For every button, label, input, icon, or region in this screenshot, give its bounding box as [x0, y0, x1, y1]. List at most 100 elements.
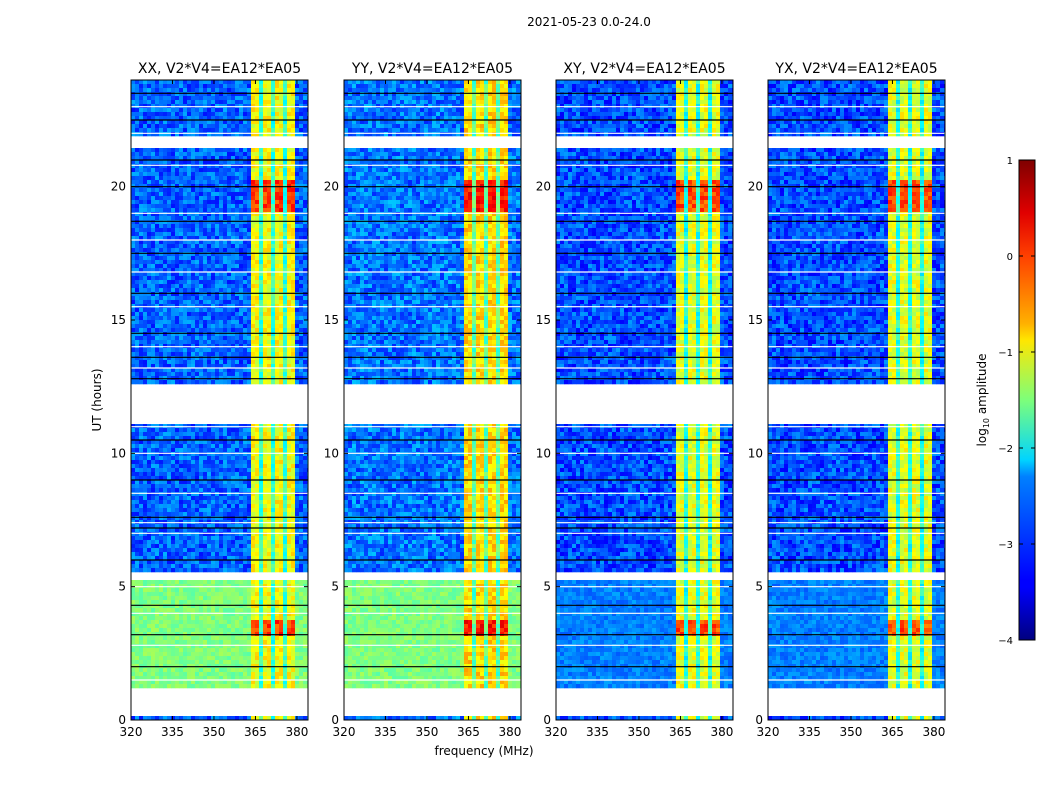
heatmap-cell — [167, 476, 172, 481]
heatmap-cell — [271, 152, 276, 157]
heatmap-cell — [147, 340, 152, 345]
heatmap-cell — [199, 288, 204, 293]
heatmap-cell — [211, 540, 216, 545]
heatmap-cell — [171, 380, 176, 385]
heatmap-cell — [199, 340, 204, 345]
heatmap-cell — [187, 480, 192, 485]
heatmap-cell — [243, 500, 248, 505]
heatmap-cell — [135, 296, 140, 301]
heatmap-cell — [179, 500, 184, 505]
heatmap-cell — [243, 200, 248, 205]
heatmap-cell — [263, 124, 268, 129]
heatmap-cell — [219, 532, 224, 537]
heatmap-cell — [155, 296, 160, 301]
heatmap-cell — [271, 564, 276, 569]
heatmap-cell — [159, 500, 164, 505]
heatmap-cell — [159, 284, 164, 289]
heatmap-cell — [287, 488, 292, 493]
heatmap-cell — [187, 300, 192, 305]
heatmap-cell — [207, 360, 212, 365]
heatmap-cell — [243, 192, 248, 197]
heatmap-cell — [271, 284, 276, 289]
heatmap-cell — [259, 228, 264, 233]
heatmap-cell — [199, 380, 204, 385]
heatmap-cell — [175, 336, 180, 341]
heatmap-cell — [135, 536, 140, 541]
heatmap-cell — [255, 120, 260, 125]
heatmap-cell — [271, 328, 276, 333]
heatmap-cell — [255, 196, 260, 201]
heatmap-cell — [243, 208, 248, 213]
heatmap-cell — [183, 180, 188, 185]
heatmap-cell — [211, 208, 216, 213]
heatmap-cell — [171, 332, 176, 337]
heatmap-cell — [147, 284, 152, 289]
heatmap-cell — [135, 528, 140, 533]
heatmap-cell — [275, 272, 280, 277]
heatmap-cell — [179, 84, 184, 89]
heatmap-cell — [163, 288, 168, 293]
heatmap-cell — [211, 516, 216, 521]
heatmap-cell — [291, 272, 296, 277]
heatmap-cell — [247, 524, 252, 529]
heatmap-cell — [271, 264, 276, 269]
heatmap-cell — [143, 92, 148, 97]
heatmap-cell — [223, 472, 228, 477]
heatmap-cell — [295, 360, 300, 365]
heatmap-cell — [151, 320, 156, 325]
heatmap-cell — [175, 116, 180, 121]
heatmap-cell — [231, 496, 236, 501]
heatmap-cell — [131, 352, 136, 357]
heatmap-cell — [275, 196, 280, 201]
heatmap-cell — [147, 192, 152, 197]
heatmap-cell — [159, 256, 164, 261]
heatmap-cell — [195, 188, 200, 193]
heatmap-cell — [275, 568, 280, 573]
heatmap-cell — [259, 368, 264, 373]
heatmap-cell — [223, 364, 228, 369]
heatmap-cell — [259, 544, 264, 549]
heatmap-cell — [235, 252, 240, 257]
heatmap-cell — [247, 496, 252, 501]
heatmap-cell — [279, 180, 284, 185]
heatmap-cell — [215, 372, 220, 377]
heatmap-cell — [259, 364, 264, 369]
heatmap-cell — [291, 372, 296, 377]
heatmap-cell — [247, 432, 252, 437]
heatmap-cell — [231, 472, 236, 477]
heatmap-cell — [295, 356, 300, 361]
heatmap-cell — [163, 320, 168, 325]
heatmap-cell — [287, 508, 292, 513]
heatmap-cell — [179, 212, 184, 217]
heatmap-cell — [283, 244, 288, 249]
heatmap-cell — [231, 312, 236, 317]
heatmap-cell — [179, 168, 184, 173]
heatmap-cell — [247, 124, 252, 129]
heatmap-cell — [275, 496, 280, 501]
heatmap-cell — [195, 448, 200, 453]
heatmap-cell — [255, 308, 260, 313]
heatmap-cell — [263, 340, 268, 345]
heatmap-cell — [219, 308, 224, 313]
heatmap-cell — [175, 496, 180, 501]
heatmap-cell — [191, 180, 196, 185]
heatmap-cell — [299, 360, 304, 365]
heatmap-cell — [259, 236, 264, 241]
heatmap-cell — [215, 160, 220, 165]
heatmap-cell — [255, 580, 260, 585]
heatmap-cell — [155, 500, 160, 505]
heatmap-cell — [251, 168, 256, 173]
heatmap-cell — [151, 164, 156, 169]
heatmap-cell — [139, 164, 144, 169]
heatmap-cell — [147, 488, 152, 493]
heatmap-cell — [259, 356, 264, 361]
heatmap-cell — [271, 300, 276, 305]
heatmap-cell — [187, 368, 192, 373]
heatmap-cell — [211, 452, 216, 457]
heatmap-cell — [191, 116, 196, 121]
heatmap-cell — [215, 196, 220, 201]
heatmap-cell — [187, 516, 192, 521]
heatmap-cell — [267, 124, 272, 129]
heatmap-cell — [207, 172, 212, 177]
heatmap-cell — [263, 484, 268, 489]
